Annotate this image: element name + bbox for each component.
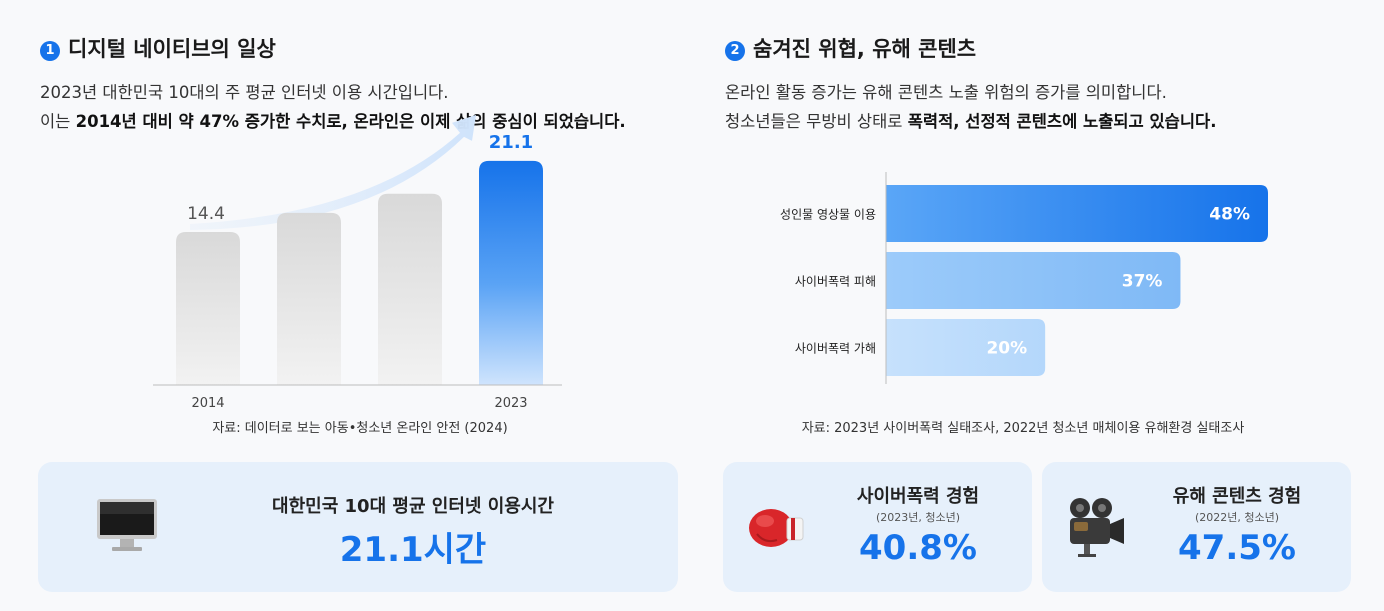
right-desc-line2-pre: 청소년들은 무방비 상태로 [725, 112, 908, 131]
left-summary-card: 대한민국 10대 평균 인터넷 이용시간 21.1시간 [38, 462, 678, 592]
harmful-content-sub: (2022년, 청소년) [1194, 511, 1280, 524]
right-desc-line1: 온라인 활동 증가는 유해 콘텐츠 노출 위험의 증가를 의미합니다. [725, 83, 1167, 102]
left-description: 2023년 대한민국 10대의 주 평균 인터넷 이용 시간입니다. 이는 20… [40, 78, 626, 136]
left-desc-line1: 2023년 대한민국 10대의 주 평균 인터넷 이용 시간입니다. [40, 83, 449, 102]
bar-2023 [479, 160, 543, 385]
hbar-category-label: 사이버폭력 가해 [795, 342, 876, 356]
hbar-category-label: 성인물 영상물 이용 [780, 208, 876, 222]
left-desc-line2: 이는 2014년 대비 약 47% 증가한 수치로, 온라인은 이제 삶의 중심… [40, 107, 626, 136]
harmful-content-title: 유해 콘텐츠 경험 [1172, 486, 1302, 507]
cyber-violence-card: 사이버폭력 경험 (2023년, 청소년) 40.8% [723, 462, 1032, 592]
boxing-glove-icon [747, 504, 807, 558]
cyber-violence-value: 40.8% [859, 528, 977, 568]
cyber-violence-sub: (2023년, 청소년) [875, 511, 961, 524]
section-title-left: 1 디지털 네이티브의 일상 [40, 33, 276, 63]
hbar-2 [886, 252, 1181, 309]
section-title-right-text: 숨겨진 위협, 유해 콘텐츠 [753, 37, 977, 61]
hbar-3 [886, 319, 1046, 376]
right-source: 자료: 2023년 사이버폭력 실태조사, 2022년 청소년 매체이용 유해환… [801, 421, 1245, 436]
internet-usage-bar-chart: 14.4 2014 21.1 2023 [153, 114, 562, 411]
bar-item-3 [378, 193, 442, 385]
number-badge-2: 2 [725, 41, 745, 61]
harmful-content-card: 유해 콘텐츠 경험 (2022년, 청소년) 47.5% [1042, 462, 1351, 592]
harmful-content-bar-chart: 48% 성인물 영상물 이용 37% 사이버폭력 피해 20% 사이버폭력 가해 [780, 172, 1268, 384]
x-tick-label: 2023 [494, 396, 527, 411]
right-description: 온라인 활동 증가는 유해 콘텐츠 노출 위험의 증가를 의미합니다. 청소년들… [725, 78, 1216, 136]
bar-value-label: 14.4 [187, 204, 225, 224]
hbar-value-label: 37% [1122, 272, 1163, 292]
section-title-right: 2 숨겨진 위협, 유해 콘텐츠 [725, 33, 976, 63]
left-source: 자료: 데이터로 보는 아동•청소년 온라인 안전 (2024) [212, 421, 508, 436]
cyber-violence-title: 사이버폭력 경험 [856, 486, 980, 507]
bar-item-2 [277, 212, 341, 385]
right-desc-line2-bold: 폭력적, 선정적 콘텐츠에 노출되고 있습니다. [907, 112, 1217, 131]
growth-arrow [190, 114, 476, 230]
harmful-content-value: 47.5% [1178, 528, 1296, 568]
number-badge-1: 1 [40, 41, 60, 61]
hbar-1 [886, 185, 1268, 242]
section-title-left-text: 디지털 네이티브의 일상 [68, 37, 276, 61]
bar-2014 [176, 232, 240, 385]
left-desc-line2-pre: 이는 [40, 112, 76, 131]
movie-camera-icon [1064, 496, 1128, 562]
right-desc-line2: 청소년들은 무방비 상태로 폭력적, 선정적 콘텐츠에 노출되고 있습니다. [725, 107, 1216, 136]
hbar-category-label: 사이버폭력 피해 [795, 275, 876, 289]
monitor-icon [96, 498, 158, 558]
growth-arrow-shape [190, 114, 476, 230]
bar-value-label: 21.1 [489, 132, 533, 153]
left-card-value: 21.1시간 [339, 530, 487, 570]
left-desc-line2-bold: 2014년 대비 약 47% 증가한 수치로, 온라인은 이제 삶의 중심이 되… [75, 112, 626, 131]
hbar-value-label: 20% [986, 339, 1027, 359]
left-card-title: 대한민국 10대 평균 인터넷 이용시간 [272, 496, 554, 517]
hbar-value-label: 48% [1209, 205, 1250, 225]
x-tick-label: 2014 [191, 396, 224, 411]
